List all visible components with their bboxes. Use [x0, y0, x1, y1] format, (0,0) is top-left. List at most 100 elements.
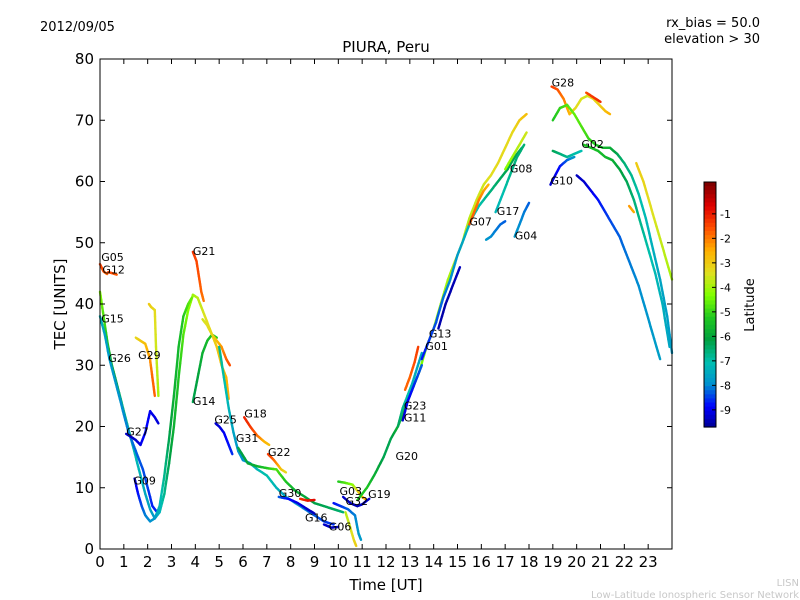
satellite-track [396, 351, 423, 428]
colorbar-strip [704, 259, 716, 265]
track-segment [283, 470, 288, 474]
colorbar-tick-label: -6 [720, 330, 731, 343]
x-tick-label: 15 [448, 553, 467, 571]
colorbar-strip [704, 194, 716, 199]
track-segment [173, 378, 177, 389]
track-segment [598, 100, 602, 104]
satellite-label: G28 [552, 77, 575, 90]
y-tick-label: 60 [75, 173, 94, 191]
track-segment [179, 347, 184, 358]
x-tick-label: 5 [214, 553, 224, 571]
x-axis-label: Time [UT] [348, 576, 422, 594]
track-segment [667, 338, 671, 349]
colorbar-strip [704, 292, 716, 297]
colorbar-strip [704, 243, 716, 248]
colorbar-strip [704, 418, 716, 424]
colorbar-strip [704, 341, 716, 346]
colorbar-strip [704, 239, 716, 244]
x-tick-label: 12 [376, 553, 395, 571]
satellite-track [277, 495, 316, 515]
satellite-label: G09 [133, 475, 156, 488]
colorbar-strip [704, 263, 716, 269]
track-segment [171, 401, 175, 412]
colorbar-strip [704, 296, 716, 302]
colorbar-strip [704, 231, 716, 236]
satellite-track [437, 266, 462, 330]
track-segment [174, 370, 178, 381]
satellite-label: G22 [268, 446, 291, 459]
track-segment [666, 331, 670, 341]
track-segment [174, 400, 178, 412]
colorbar-strip [704, 324, 716, 330]
colorbar-strip [704, 247, 716, 253]
satellite-track [551, 149, 583, 159]
colorbar-strip [704, 382, 716, 387]
satellite-track [627, 204, 636, 214]
track-segment [664, 324, 669, 334]
satellite-label: G15 [101, 312, 124, 325]
satellite-label: G21 [193, 245, 216, 258]
track-segment [156, 421, 160, 425]
satellite-track [134, 336, 157, 398]
colorbar-strip [704, 202, 716, 208]
satellite-label: G30 [279, 487, 302, 500]
colorbar-tick-label: -8 [720, 379, 731, 392]
satellite-label: G25 [214, 413, 237, 426]
x-axis: 0 1 2 3 4 5 6 7 8 9 10 11 12 13 14 15 16 17 18 19 20 21 22 23 [95, 59, 658, 571]
date-label: 2012/09/05 [40, 20, 115, 35]
x-tick-label: 9 [310, 553, 320, 571]
track-segment [457, 266, 462, 272]
y-tick-label: 30 [75, 356, 94, 374]
track-segment [486, 183, 490, 187]
colorbar-strip [704, 267, 716, 273]
colorbar-strip [704, 378, 716, 383]
colorbar-strip [704, 390, 716, 395]
colorbar-strip [704, 198, 716, 204]
colorbar-strip [704, 214, 716, 220]
x-tick-label: 14 [424, 553, 443, 571]
satellite-track [549, 155, 576, 186]
colorbar-label: Latitude [743, 278, 758, 332]
track-segment [189, 296, 194, 301]
satellite-track [201, 318, 232, 367]
colorbar-tick-label: -1 [720, 208, 731, 221]
x-tick-label: 3 [167, 553, 177, 571]
footer-org-long: Low-Latitude Ionospheric Sensor Network [591, 590, 799, 600]
satellite-track [147, 302, 160, 398]
track-segment [172, 417, 176, 428]
y-tick-label: 50 [75, 234, 94, 252]
x-tick-label: 2 [143, 553, 153, 571]
track-segment [176, 345, 180, 357]
colorbar-strip [704, 251, 716, 257]
x-tick-label: 16 [472, 553, 491, 571]
track-segment [176, 376, 180, 387]
satellite-label: G04 [515, 230, 538, 243]
colorbar-strip [704, 210, 716, 216]
colorbar-strip [704, 357, 716, 363]
track-segment [521, 143, 526, 149]
satellite-track [107, 270, 118, 276]
satellite-track [332, 501, 363, 541]
x-tick-label: 1 [119, 553, 129, 571]
track-segment [419, 351, 423, 357]
satellite-track [191, 250, 205, 303]
track-segment [571, 155, 576, 159]
colorbar-strip [704, 349, 716, 355]
colorbar-tick-label: -2 [720, 232, 731, 245]
satellite-track [494, 143, 526, 214]
track-segment [631, 209, 636, 214]
y-tick-label: 80 [75, 50, 94, 68]
satellite-label: G27 [126, 426, 149, 439]
satellite-label: G01 [425, 340, 448, 353]
colorbar-tick-label: -9 [720, 404, 731, 417]
y-axis: 0 10 20 30 40 50 60 70 80 [75, 50, 672, 558]
latitude-colorbar: -1 -2 -3 -4 -5 -6 -7 -8 -9 [703, 181, 731, 428]
colorbar-strip [704, 222, 716, 228]
satellite-label: G23 [404, 399, 427, 412]
track-segment [173, 409, 177, 420]
x-tick-label: 18 [519, 553, 538, 571]
satellite-track [337, 480, 369, 502]
x-tick-label: 17 [496, 553, 515, 571]
colorbar-strip [704, 288, 716, 293]
satellite-track [344, 511, 358, 548]
